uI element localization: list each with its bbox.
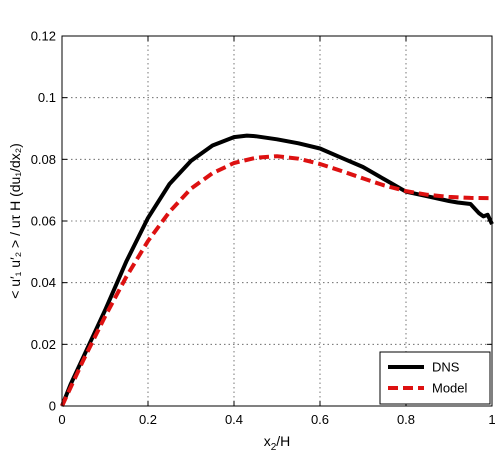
x-axis-title-suffix: /H xyxy=(276,433,290,449)
grid-lines xyxy=(62,36,492,406)
x-axis-title-sub: 2 xyxy=(271,442,277,453)
x-tick-label: 0 xyxy=(58,412,65,427)
y-tick-label: 0.12 xyxy=(31,29,56,44)
legend-box xyxy=(379,351,491,405)
legend-label-dns: DNS xyxy=(432,360,460,375)
x-tick-label: 0.4 xyxy=(225,412,243,427)
x-axis-title-main: x xyxy=(264,433,271,449)
x-tick-label: 0.6 xyxy=(311,412,329,427)
x-tick-label: 0.8 xyxy=(397,412,415,427)
series-layer xyxy=(60,133,494,407)
y-tick-label: 0.06 xyxy=(31,214,56,229)
series-line-model xyxy=(60,154,493,407)
legend-label-model: Model xyxy=(432,381,468,396)
x-tick-label: 1 xyxy=(488,412,495,427)
axis-ticks xyxy=(61,35,493,407)
series-line-dns xyxy=(60,133,494,407)
x-tick-label: 0.2 xyxy=(139,412,157,427)
tick-labels: 0 0.2 0.4 0.6 0.8 1 0 0.02 0.04 0.06 0.08 0.1 0.12 xyxy=(31,29,496,428)
y-tick-label: 0 xyxy=(49,399,56,414)
x-axis-title: x2/H xyxy=(264,433,291,453)
y-axis-title: < u′₁ u′₂ > / uτ H (du₁/dx₂) xyxy=(7,143,23,299)
y-tick-label: 0.08 xyxy=(31,152,56,167)
y-tick-label: 0.04 xyxy=(31,275,56,290)
legend: DNS Model xyxy=(379,351,491,405)
y-tick-label: 0.1 xyxy=(38,90,56,105)
y-tick-label: 0.02 xyxy=(31,337,56,352)
